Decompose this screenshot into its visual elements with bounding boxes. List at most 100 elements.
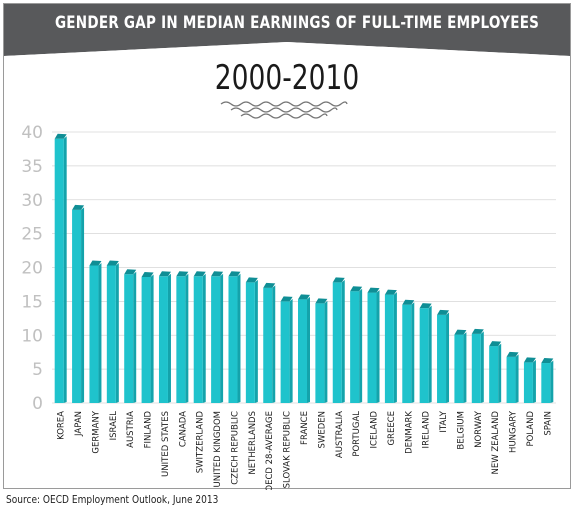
x-tick-label: NORWAY <box>474 410 484 448</box>
y-tick-label: 20 <box>21 259 43 279</box>
bar-side <box>63 136 67 403</box>
bar-side <box>463 332 467 403</box>
bar-top <box>245 277 258 283</box>
x-tick-label: SWEDEN <box>317 411 327 448</box>
bar-top <box>298 294 310 300</box>
bar <box>263 287 273 403</box>
bar-side <box>307 296 310 403</box>
bar-top <box>280 296 293 302</box>
bar-top <box>506 351 519 357</box>
bar-top <box>489 341 502 347</box>
bar <box>315 303 325 403</box>
bar <box>471 333 481 403</box>
bar-side <box>202 273 206 403</box>
chart-subtitle: 2000-2010 <box>214 58 360 98</box>
bar-top <box>141 271 154 277</box>
bar-side <box>272 285 276 403</box>
bar-top <box>106 260 119 266</box>
x-tick-label: CANADA <box>178 411 188 447</box>
bar-top <box>211 271 224 277</box>
title-banner: GENDER GAP IN MEDIAN EARNINGS OF FULL-TI… <box>4 4 570 42</box>
x-tick-label: AUSTRIA <box>126 411 136 448</box>
chart-title: GENDER GAP IN MEDIAN EARNINGS OF FULL-TI… <box>54 13 540 32</box>
bar-side <box>411 302 415 403</box>
bar-side <box>480 331 484 403</box>
y-tick-label: 10 <box>21 326 43 346</box>
x-tick-label: CZECH REPUBLIC <box>230 411 240 485</box>
bar <box>158 276 168 403</box>
x-tick-label: OECD 28-AVERAGE <box>265 411 275 490</box>
bar-top <box>176 271 189 277</box>
x-tick-label: ISRAEL <box>109 411 119 441</box>
y-tick-label: 30 <box>21 191 43 211</box>
bar <box>350 291 360 403</box>
x-tick-label: BELGIUM <box>456 411 466 450</box>
bar <box>176 276 186 403</box>
bar-side <box>498 343 502 403</box>
bar <box>228 276 238 403</box>
x-tick-label: HUNGARY <box>509 410 519 453</box>
bar <box>523 362 533 403</box>
x-tick-label: IRELAND <box>422 411 432 449</box>
source-note: Source: OECD Employment Outlook, June 20… <box>6 494 219 506</box>
bar-side <box>446 312 450 403</box>
x-tick-label: KOREA <box>57 411 67 440</box>
bar-side <box>550 360 554 403</box>
bar <box>541 363 551 403</box>
x-tick-label: GERMANY <box>91 410 101 453</box>
bar <box>193 276 203 403</box>
bar <box>89 265 99 403</box>
bar-side <box>254 279 258 403</box>
bar <box>384 294 394 403</box>
bar <box>72 209 82 403</box>
wavy-underline <box>220 101 348 119</box>
bar <box>106 265 116 403</box>
y-tick-label: 5 <box>32 360 43 380</box>
bar <box>141 276 151 403</box>
bar-side <box>237 273 241 403</box>
bar-side <box>98 262 102 403</box>
bar <box>124 274 134 403</box>
bar-top <box>367 287 380 293</box>
x-tick-label: DENMARK <box>404 411 414 454</box>
x-tick-label: JAPAN <box>74 411 84 437</box>
x-tick-label: PORTUGAL <box>352 411 362 457</box>
bar-side <box>81 207 85 403</box>
chart-card: GENDER GAP IN MEDIAN EARNINGS OF FULL-TI… <box>3 3 571 489</box>
x-tick-label: SPAIN <box>543 411 553 436</box>
bar-side <box>220 273 224 403</box>
x-tick-label: FINLAND <box>144 411 154 449</box>
y-tick-label: 40 <box>21 123 43 143</box>
banner-notch <box>4 42 570 56</box>
x-tick-label: ICELAND <box>370 411 380 449</box>
bar-top <box>437 309 450 315</box>
bar-side <box>376 290 380 403</box>
bar-top <box>350 286 363 292</box>
bar-chart: 0 5 10 15 20 25 30 35 40 KOREA JAPAN GERMANY ISRAEL A… <box>21 123 556 490</box>
bar-top <box>193 271 206 277</box>
bar-side <box>515 354 519 403</box>
bar-top <box>72 204 85 210</box>
bar-top <box>471 328 484 334</box>
bar <box>280 301 290 403</box>
bar-side <box>393 292 397 403</box>
y-tick-label: 25 <box>21 225 43 245</box>
bar-top <box>523 357 536 363</box>
bar-top <box>384 289 397 295</box>
bar <box>419 308 429 403</box>
bar <box>506 356 516 403</box>
bar-side <box>133 271 137 403</box>
bar <box>437 314 447 403</box>
x-tick-label: SLOVAK REPUBLIC <box>283 411 293 488</box>
bar-top <box>315 298 328 304</box>
x-tick-label: FRANCE <box>300 411 310 445</box>
bar <box>298 299 307 403</box>
bar <box>211 276 221 403</box>
bar-top <box>54 133 67 139</box>
bar-top <box>228 271 241 277</box>
bar <box>245 282 255 403</box>
bar-side <box>532 359 536 403</box>
x-tick-label: AUSTRALIA <box>335 411 345 458</box>
bar <box>489 346 499 403</box>
bar-side <box>324 300 328 403</box>
